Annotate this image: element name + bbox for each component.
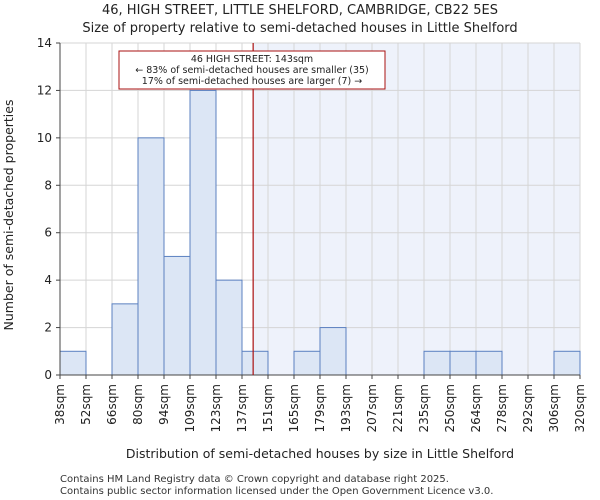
x-tick-label: 292sqm xyxy=(521,384,535,432)
x-tick-label: 151sqm xyxy=(261,384,275,432)
y-axis-label: Number of semi-detached properties xyxy=(1,100,16,331)
y-tick-label: 6 xyxy=(44,226,52,240)
x-tick-label: 264sqm xyxy=(469,384,483,432)
bar xyxy=(189,89,217,376)
y-tick-label: 2 xyxy=(44,321,52,335)
y-tick-label: 0 xyxy=(44,368,52,382)
x-tick-label: 165sqm xyxy=(287,384,301,432)
bar xyxy=(215,279,243,376)
x-tick-label: 250sqm xyxy=(443,384,457,432)
bar xyxy=(319,327,347,376)
y-tick-label: 12 xyxy=(37,83,52,97)
y-tick-label: 4 xyxy=(44,273,52,287)
y-tick-label: 14 xyxy=(37,36,52,50)
bar xyxy=(475,350,503,376)
plot-area: 0 2 4 6 8 10 12 14 38sqm 52sqm 66sqm 80sqm 94sqm 109s… xyxy=(37,36,587,432)
footer-line-1: Contains HM Land Registry data © Crown c… xyxy=(60,474,449,485)
bar xyxy=(111,303,139,376)
x-tick-label: 123sqm xyxy=(209,384,223,432)
x-tick-label: 306sqm xyxy=(547,384,561,432)
x-tick-label: 278sqm xyxy=(495,384,509,432)
x-tick-label: 137sqm xyxy=(235,384,249,432)
bar xyxy=(449,350,477,376)
bar xyxy=(59,350,87,376)
x-tick-label: 109sqm xyxy=(183,384,197,432)
chart-title: 46, HIGH STREET, LITTLE SHELFORD, CAMBRI… xyxy=(102,3,498,18)
x-axis-label: Distribution of semi-detached houses by … xyxy=(126,446,514,461)
chart-subtitle: Size of property relative to semi-detach… xyxy=(82,21,517,36)
larger-region-shade xyxy=(253,43,580,375)
y-tick-label: 10 xyxy=(37,131,52,145)
bar xyxy=(241,350,269,376)
bar xyxy=(423,350,451,376)
annotation-line: ← 83% of semi-detached houses are smalle… xyxy=(135,65,369,76)
x-tick-label: 80sqm xyxy=(131,384,145,425)
x-tick-label: 207sqm xyxy=(365,384,379,432)
x-tick-label: 52sqm xyxy=(79,384,93,425)
footer-line-2: Contains public sector information licen… xyxy=(60,486,493,497)
x-tick-label: 221sqm xyxy=(391,384,405,432)
annotation-line: 46 HIGH STREET: 143sqm xyxy=(191,54,313,65)
bar xyxy=(553,350,581,376)
x-tick-label: 94sqm xyxy=(157,384,171,425)
x-tick-label: 320sqm xyxy=(573,384,587,432)
bar xyxy=(293,350,321,376)
annotation-box xyxy=(118,50,386,90)
x-tick-label: 66sqm xyxy=(105,384,119,425)
annotation-line: 17% of semi-detached houses are larger (… xyxy=(142,76,362,87)
x-tick-label: 193sqm xyxy=(339,384,353,432)
x-tick-label: 38sqm xyxy=(53,384,67,425)
bar xyxy=(137,137,165,376)
bar xyxy=(163,255,191,376)
x-tick-label: 179sqm xyxy=(313,384,327,432)
y-tick-label: 8 xyxy=(44,178,52,192)
x-tick-label: 235sqm xyxy=(417,384,431,432)
